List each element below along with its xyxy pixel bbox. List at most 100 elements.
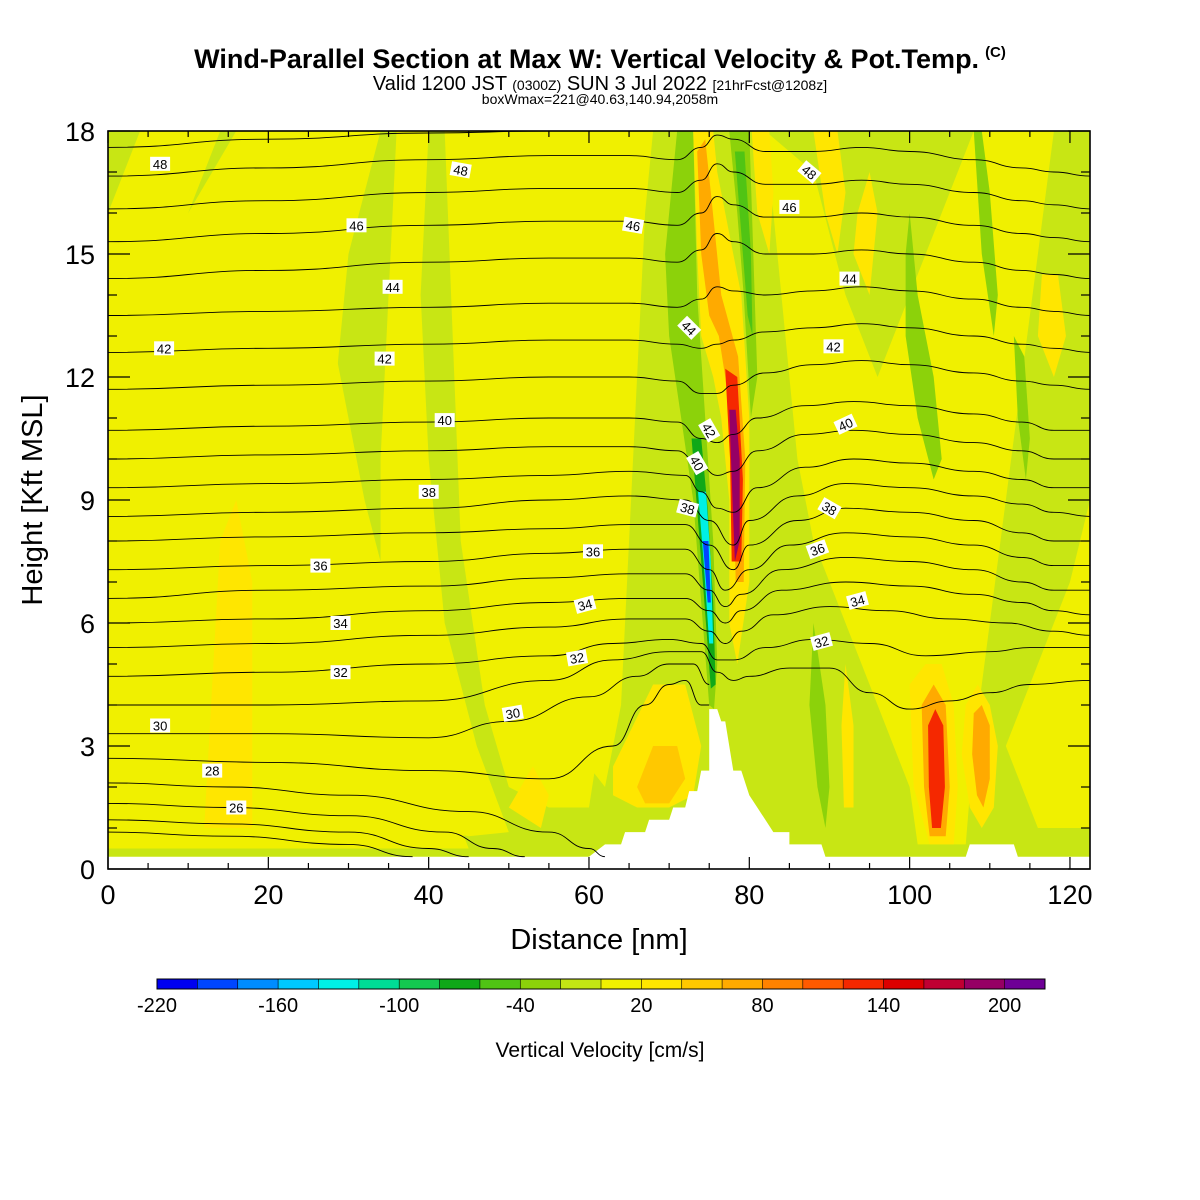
isentrope-31: [108, 651, 1090, 710]
wind-region: [108, 131, 469, 849]
colorbar-tick-label: -220: [137, 995, 177, 1017]
x-tick-label: 60: [574, 880, 604, 910]
colorbar-swatch: [520, 979, 562, 989]
colorbar-tick-label: 80: [751, 995, 773, 1017]
isentrope-label: 30: [150, 718, 171, 734]
isentrope-26: [108, 819, 469, 858]
isentrope-42: [108, 360, 1090, 394]
isentrope-46: [108, 196, 1090, 243]
y-tick-label: 12: [65, 363, 95, 393]
colorbar-swatch: [479, 979, 521, 989]
isentrope-35: [108, 556, 1090, 608]
colorbar-tick-label: -160: [258, 995, 298, 1017]
isentrope-label: 48: [150, 156, 171, 172]
isentrope-label: 36: [310, 558, 331, 574]
isentrope-layer: [108, 131, 1090, 858]
isentrope-label: 46: [779, 199, 800, 215]
isentrope-label: 42: [823, 339, 844, 354]
colorbar-swatch: [681, 979, 723, 989]
isentrope-label: 38: [418, 484, 439, 500]
y-axis-label: Height [Kft MSL]: [17, 394, 49, 605]
isentrope-43: [108, 323, 1090, 353]
isentrope-label-text: 36: [313, 559, 327, 574]
isentrope-label-layer: 48 48 48 46 46 46 44 44 44 42 42 42 40 40 42 40 38 38 38 36…: [150, 156, 869, 816]
colorbar-swatch: [439, 979, 481, 989]
isentrope-27: [108, 802, 525, 858]
title-mark: (C): [985, 44, 1006, 61]
isentrope-37: [108, 507, 1090, 571]
isentrope-label-text: 48: [153, 157, 167, 172]
x-tick-label: 20: [253, 880, 283, 910]
colorbar-swatch: [641, 979, 683, 989]
isentrope-label: 44: [839, 271, 860, 287]
isentrope-label-text: 42: [826, 339, 840, 354]
colorbar-swatch: [399, 979, 441, 989]
wind-region: [702, 541, 711, 603]
y-tick-label: 0: [80, 855, 95, 885]
colorbar-swatch: [923, 979, 965, 989]
isentrope-label-text: 30: [504, 705, 521, 722]
colorbar-swatch: [883, 979, 925, 989]
isentrope-label-text: 36: [586, 544, 600, 559]
isentrope-label-text: 38: [679, 500, 697, 518]
isentrope-label: 44: [677, 315, 702, 340]
isentrope-label: 32: [565, 649, 589, 667]
shading-layer: [108, 131, 1090, 849]
isentrope-47: [108, 163, 1090, 210]
colorbar-tick-label: -100: [379, 995, 419, 1017]
isentrope-45: [108, 233, 1090, 280]
wind-region: [841, 664, 854, 808]
wind-region: [444, 131, 614, 808]
isentrope-label: 42: [374, 351, 395, 367]
wind-region: [809, 623, 830, 828]
colorbar: [156, 978, 1046, 990]
isentrope-label-text: 34: [576, 596, 594, 614]
isentrope-label-text: 40: [437, 413, 451, 428]
isentrope-label-text: 42: [699, 421, 719, 441]
isentrope-label-text: 32: [569, 650, 586, 667]
isentrope-label: 36: [805, 539, 830, 560]
colorbar-swatch: [157, 979, 198, 989]
isentrope-label: 36: [583, 544, 603, 559]
isentrope-30: [108, 663, 710, 739]
isentrope-label-text: 42: [377, 352, 391, 367]
colorbar-swatch: [762, 979, 804, 989]
colorbar-tick-labels: -220 -160 -100 -40 20 80 140 200: [137, 995, 1021, 1017]
isentrope-label-text: 44: [385, 280, 399, 295]
colorbar-swatch: [197, 979, 239, 989]
colorbar-swatch: [358, 979, 400, 989]
isentrope-36: [108, 532, 1090, 591]
isentrope-40: [108, 429, 1090, 476]
isentrope-label: 42: [698, 418, 721, 443]
colorbar-swatch: [964, 979, 1006, 989]
isentrope-label-text: 32: [813, 633, 831, 651]
colorbar-swatch: [843, 979, 885, 989]
x-tick-label: 80: [734, 880, 764, 910]
wind-region: [697, 139, 746, 582]
isentrope-label-text: 40: [836, 415, 855, 435]
isentrope-41: [108, 401, 1090, 444]
isentrope-49: [108, 131, 549, 148]
isentrope-label: 28: [202, 763, 223, 779]
isentrope-label: 34: [573, 595, 597, 614]
x-tick-label: 100: [887, 880, 932, 910]
isentrope-label: 46: [622, 216, 645, 234]
isentrope-44: [108, 286, 1090, 316]
isentrope-38: [108, 483, 1090, 546]
colorbar-tick-label: 200: [988, 995, 1021, 1017]
x-tick-label: 0: [100, 880, 115, 910]
wind-region: [972, 705, 990, 808]
isentrope-label: 46: [346, 218, 367, 233]
colorbar-tick-label: 20: [630, 995, 652, 1017]
isentrope-label-text: 38: [421, 485, 435, 500]
isentrope-label: 38: [676, 498, 700, 518]
axis-tick-layer: [107, 130, 1090, 870]
colorbar-tick-label: -40: [506, 995, 535, 1017]
wind-region: [751, 131, 774, 254]
y-tick-label: 3: [80, 732, 95, 762]
colorbar-swatch: [1004, 979, 1046, 989]
isentrope-48: [108, 134, 1090, 177]
isentrope-label: 26: [226, 800, 247, 816]
